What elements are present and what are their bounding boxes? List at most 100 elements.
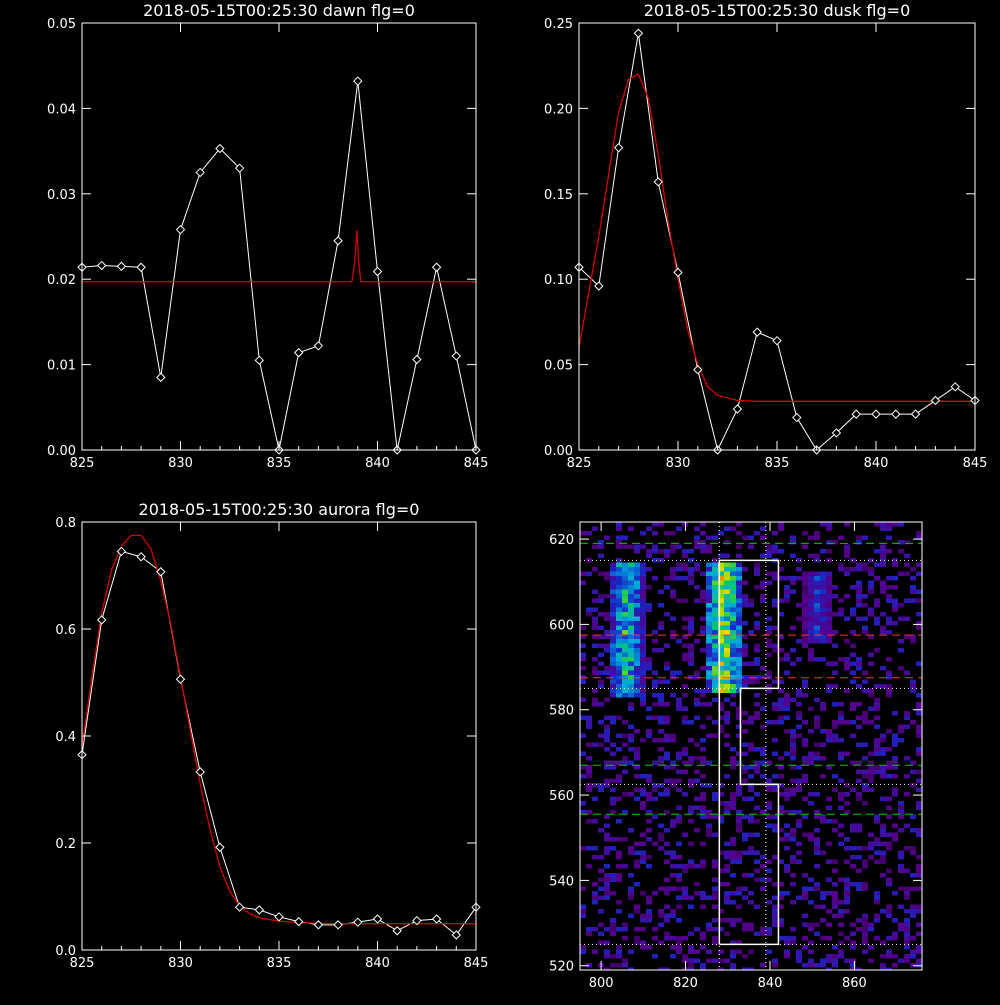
heatmap-cell: [760, 666, 766, 671]
heatmap-cell: [688, 549, 694, 554]
heatmap-cell: [736, 792, 742, 797]
dawn-data-point: [156, 372, 166, 383]
heatmap-cell: [622, 927, 628, 932]
heatmap-cell: [826, 688, 832, 693]
heatmap-cell: [766, 720, 772, 725]
heatmap-cell: [604, 954, 610, 959]
heatmap-cell: [856, 760, 862, 765]
heatmap-cell: [634, 882, 640, 887]
heatmap-cell: [580, 945, 586, 950]
heatmap-cell: [772, 787, 778, 792]
heatmap-cell: [904, 891, 910, 896]
heatmap-cell: [814, 963, 820, 968]
heatmap-cell: [664, 702, 670, 707]
heatmap-cell: [736, 814, 742, 819]
heatmap-cell: [628, 724, 634, 729]
heatmap-cell: [826, 841, 832, 846]
heatmap-cell: [646, 909, 652, 914]
heatmap-cell: [730, 670, 736, 675]
heatmap-cell: [832, 670, 838, 675]
heatmap-cell: [898, 729, 904, 734]
heatmap-cell: [766, 814, 772, 819]
heatmap-cell: [700, 544, 706, 549]
dusk-data-point: [910, 409, 921, 419]
heatmap-cell: [862, 783, 868, 788]
heatmap-cell: [712, 630, 718, 635]
heatmap-cell: [790, 778, 796, 783]
heatmap-cell: [742, 895, 748, 900]
heatmap-cell: [910, 850, 916, 855]
heatmap-cell: [664, 531, 670, 536]
heatmap-cell: [616, 558, 622, 563]
heatmap-cell: [646, 837, 652, 842]
heatmap-cell: [634, 679, 640, 684]
heatmap-cell: [844, 783, 850, 788]
heatmap-cell: [640, 666, 646, 671]
heatmap-cell: [790, 787, 796, 792]
heatmap-cell: [622, 616, 628, 621]
heatmap-cell: [796, 859, 802, 864]
heatmap-cell: [682, 958, 688, 963]
heatmap-cell: [598, 895, 604, 900]
heatmap-cell: [796, 765, 802, 770]
heatmap-cell: [832, 828, 838, 833]
heatmap-cell: [808, 648, 814, 653]
heatmap-cell: [820, 607, 826, 612]
heatmap-cell: [592, 670, 598, 675]
heatmap-cell: [826, 585, 832, 590]
heatmap-cell: [844, 886, 850, 891]
heatmap-cell: [916, 661, 922, 666]
heatmap-cell: [814, 571, 820, 576]
heatmap-cell: [886, 747, 892, 752]
heatmap-cell: [838, 949, 844, 954]
heatmap-cell: [682, 954, 688, 959]
heatmap-cell: [634, 859, 640, 864]
heatmap-cell: [718, 531, 724, 536]
heatmap-cell: [862, 918, 868, 923]
heatmap-cell: [898, 810, 904, 815]
heatmap-cell: [652, 630, 658, 635]
heatmap-cell: [784, 729, 790, 734]
heatmap-cell: [616, 954, 622, 959]
heatmap-cell: [604, 648, 610, 653]
heatmap-cell: [610, 567, 616, 572]
heatmap-cell: [802, 760, 808, 765]
heatmap-cell: [820, 774, 826, 779]
heatmap-cell: [802, 684, 808, 689]
heatmap-cell: [658, 846, 664, 851]
heatmap-cell: [736, 810, 742, 815]
heatmap-cell: [706, 616, 712, 621]
heatmap-cell: [766, 900, 772, 905]
heatmap-cell: [856, 657, 862, 662]
heatmap-cell: [730, 661, 736, 666]
heatmap-cell: [640, 774, 646, 779]
heatmap-cell: [598, 909, 604, 914]
heatmap-cell: [820, 612, 826, 617]
heatmap-cell: [910, 846, 916, 851]
heatmap-cell: [586, 756, 592, 761]
heatmap-cell: [724, 571, 730, 576]
spectrogram-xtick-label: 840: [758, 976, 783, 991]
heatmap-cell: [610, 751, 616, 756]
heatmap-cell: [652, 783, 658, 788]
heatmap-cell: [826, 526, 832, 531]
heatmap-cell: [754, 531, 760, 536]
heatmap-cell: [742, 580, 748, 585]
heatmap-cell: [646, 855, 652, 860]
dawn-data-point: [136, 262, 146, 272]
heatmap-cell: [622, 643, 628, 648]
heatmap-cell: [880, 522, 886, 527]
heatmap-cell: [628, 792, 634, 797]
heatmap-cell: [880, 967, 886, 970]
heatmap-cell: [736, 733, 742, 738]
heatmap-cell: [658, 715, 664, 720]
heatmap-cell: [628, 670, 634, 675]
heatmap-cell: [874, 895, 880, 900]
heatmap-cell: [796, 715, 802, 720]
heatmap-cell: [826, 909, 832, 914]
heatmap-cell: [772, 895, 778, 900]
heatmap-cell: [820, 603, 826, 608]
heatmap-cell: [718, 621, 724, 626]
heatmap-cell: [814, 553, 820, 558]
heatmap-cell: [658, 589, 664, 594]
